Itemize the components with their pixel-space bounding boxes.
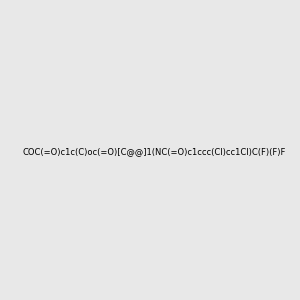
Text: COC(=O)c1c(C)oc(=O)[C@@]1(NC(=O)c1ccc(Cl)cc1Cl)C(F)(F)F: COC(=O)c1c(C)oc(=O)[C@@]1(NC(=O)c1ccc(Cl… (22, 147, 285, 156)
